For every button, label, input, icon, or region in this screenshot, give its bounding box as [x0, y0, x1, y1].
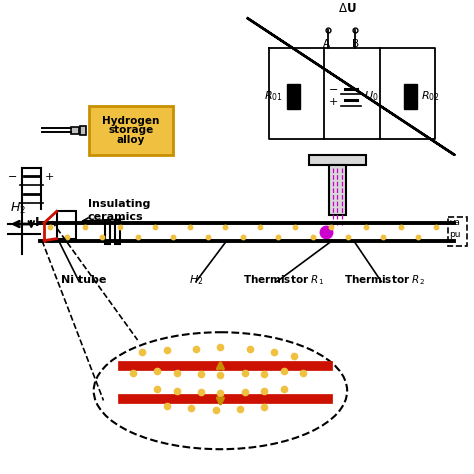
Text: pu: pu — [449, 230, 461, 239]
Bar — [57, 211, 76, 238]
Text: Ni tube: Ni tube — [61, 275, 107, 285]
Bar — [328, 222, 347, 242]
Bar — [404, 83, 417, 109]
Bar — [309, 155, 365, 164]
Text: +: + — [45, 172, 55, 182]
Bar — [287, 83, 301, 109]
Bar — [105, 220, 110, 244]
Text: Hydrogen: Hydrogen — [102, 116, 159, 126]
Text: −: − — [8, 172, 18, 182]
Text: Thermistor $R_2$: Thermistor $R_2$ — [344, 273, 425, 287]
Bar — [115, 220, 120, 244]
Text: $H_2$: $H_2$ — [10, 201, 26, 217]
Bar — [80, 126, 86, 135]
Text: $R_{01}$: $R_{01}$ — [264, 90, 283, 103]
Bar — [447, 217, 467, 246]
Text: Insulating: Insulating — [88, 200, 150, 210]
Bar — [71, 127, 79, 134]
Text: va: va — [449, 218, 460, 227]
Text: +: + — [329, 97, 338, 107]
Text: ceramics: ceramics — [88, 212, 144, 222]
Text: alloy: alloy — [117, 135, 145, 145]
Text: B: B — [352, 39, 359, 49]
Text: $U_0$: $U_0$ — [364, 90, 378, 103]
Text: −: − — [329, 85, 338, 95]
Ellipse shape — [94, 332, 347, 449]
Text: A: A — [323, 39, 330, 49]
Text: $\Delta$U: $\Delta$U — [338, 2, 356, 16]
Bar — [89, 106, 173, 155]
Text: $H_2$: $H_2$ — [189, 273, 203, 287]
Bar — [328, 164, 346, 215]
Text: storage: storage — [108, 126, 154, 136]
Text: Thermistor $R_1$: Thermistor $R_1$ — [243, 273, 324, 287]
Text: $R_{02}$: $R_{02}$ — [421, 90, 440, 103]
Text: I: I — [35, 216, 40, 229]
